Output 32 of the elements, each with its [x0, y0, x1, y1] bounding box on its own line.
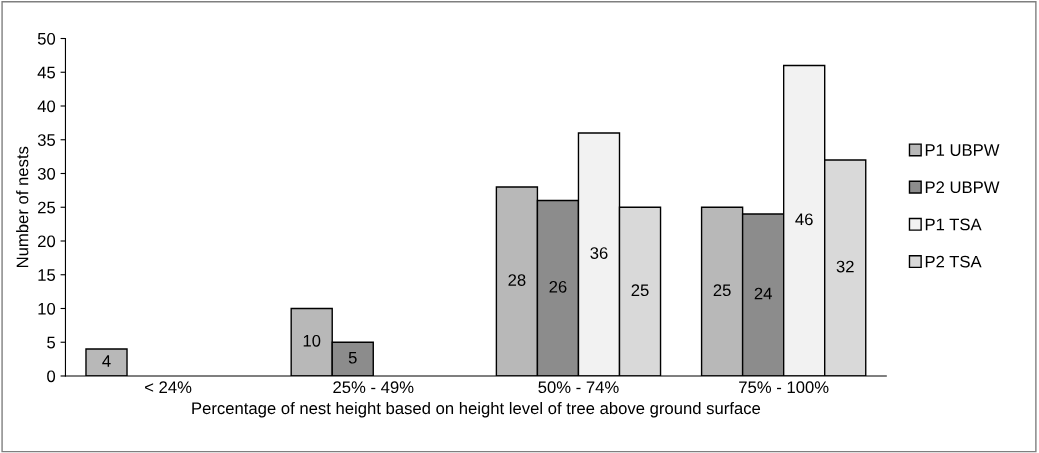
x-tick-label: 75% - 100%	[739, 381, 829, 394]
data-label: 25	[713, 284, 731, 297]
data-label: 28	[508, 274, 526, 286]
y-tick-label: 50	[37, 32, 56, 45]
y-axis-title: Number of nests	[16, 146, 29, 268]
data-label: 46	[795, 213, 813, 226]
legend-label: P2 UBPW	[925, 181, 1000, 194]
data-label: 36	[590, 247, 608, 259]
y-tick-label: 0	[47, 370, 56, 383]
data-label: 24	[754, 287, 772, 300]
data-label: 5	[348, 351, 357, 364]
legend-label: P2 TSA	[925, 255, 982, 268]
x-axis-title: Percentage of nest height based on height level of tree above ground surface	[192, 401, 761, 418]
y-tick-label: 10	[38, 302, 56, 315]
y-tick-label: 15	[38, 269, 56, 281]
data-label: 26	[549, 280, 567, 293]
y-tick-label: 20	[38, 235, 56, 248]
data-label: 25	[631, 284, 649, 297]
y-tick-label: 40	[37, 100, 56, 113]
x-tick-label: 25% - 49%	[333, 381, 414, 394]
legend-label: P1 UBPW	[925, 144, 1000, 156]
y-tick-label: 35	[37, 134, 56, 146]
x-tick-label: < 24%	[145, 381, 192, 394]
y-tick-label: 30	[37, 167, 56, 180]
data-label: 4	[102, 355, 111, 367]
legend-label: P1 TSA	[925, 218, 982, 231]
y-tick-label: 25	[38, 201, 56, 214]
y-tick-label: 5	[47, 336, 56, 349]
data-label: 10	[303, 334, 321, 347]
data-label: 32	[836, 260, 854, 273]
x-tick-label: 50% - 74%	[538, 381, 619, 394]
y-tick-label: 45	[37, 66, 56, 79]
